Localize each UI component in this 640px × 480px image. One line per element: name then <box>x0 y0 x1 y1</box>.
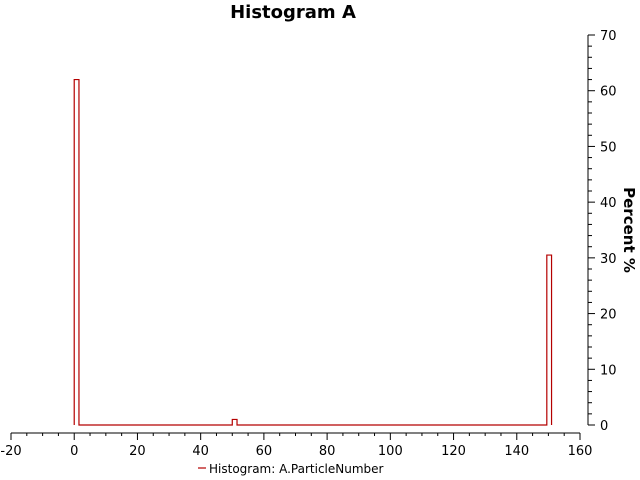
x-tick-label: 80 <box>319 444 336 459</box>
y-tick-label: 70 <box>600 29 617 44</box>
histogram-series-line <box>73 78 553 426</box>
legend: Histogram: A.ParticleNumber <box>198 462 384 476</box>
y-tick-label: 40 <box>600 196 617 211</box>
y-tick-label: 10 <box>600 363 617 378</box>
x-axis: -20 0 20 40 60 80 100 120 140 160 <box>0 432 593 459</box>
x-tick-label: 160 <box>568 444 593 459</box>
y-tick-label: 50 <box>600 140 617 155</box>
x-tick-label: 100 <box>378 444 403 459</box>
plot-area <box>73 78 553 426</box>
x-tick-label: 20 <box>129 444 146 459</box>
chart-title: Histogram A <box>230 2 356 23</box>
histogram-bin <box>547 255 552 425</box>
x-tick-label: 0 <box>70 444 78 459</box>
x-tick-label: -20 <box>0 444 21 459</box>
legend-entry: Histogram: A.ParticleNumber <box>209 462 384 476</box>
y-tick-label: 0 <box>600 419 608 434</box>
y-tick-label: 30 <box>600 252 617 267</box>
histogram-bin <box>74 80 79 425</box>
x-tick-label: 120 <box>441 444 466 459</box>
x-tick-label: 140 <box>504 444 529 459</box>
y-axis-title: Percent % <box>620 187 638 273</box>
histogram-bin <box>232 419 237 425</box>
y-tick-label: 20 <box>600 308 617 323</box>
y-tick-label: 60 <box>600 85 617 100</box>
y-axis: 0 10 20 30 40 50 60 70 <box>587 29 617 434</box>
x-tick-label: 60 <box>256 444 273 459</box>
x-tick-label: 40 <box>192 444 209 459</box>
